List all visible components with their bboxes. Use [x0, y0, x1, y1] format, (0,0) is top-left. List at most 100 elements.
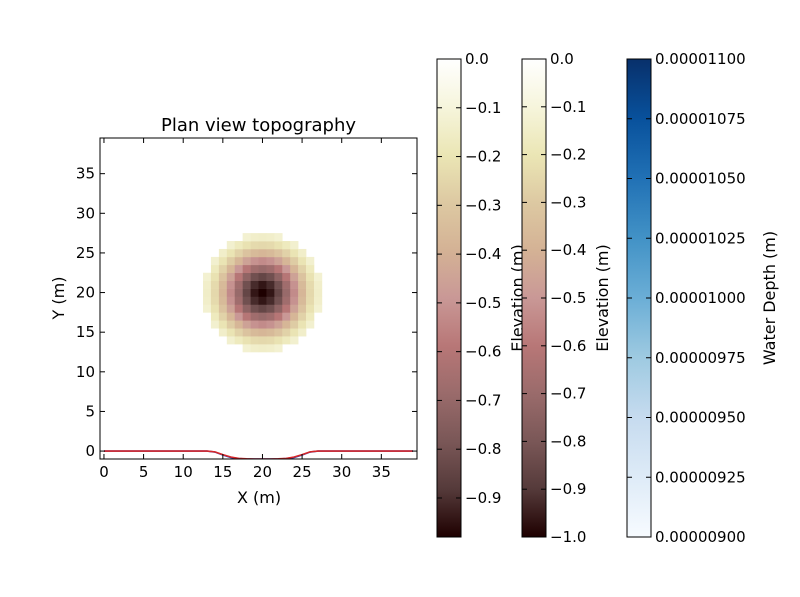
heatmap-cell — [226, 248, 236, 258]
heatmap-cell — [274, 320, 283, 329]
heatmap-cell — [298, 296, 307, 305]
heatmap-cell — [266, 288, 275, 297]
x-tick-label: 15 — [213, 463, 232, 481]
heatmap-cell — [242, 328, 251, 337]
y-axis: 0 5 10 15 20 25 30 35 — [76, 165, 417, 460]
heatmap-cell — [266, 264, 275, 274]
heatmap-cell — [234, 256, 243, 266]
heatmap-cell — [266, 304, 275, 313]
heatmap-cell — [258, 288, 267, 297]
heatmap-cell — [258, 320, 267, 329]
heatmap-cell — [242, 233, 251, 242]
heatmap-cell — [203, 288, 212, 297]
heatmap-cell — [298, 288, 307, 297]
heatmap-cell — [266, 296, 275, 305]
heatmap-cell — [218, 320, 228, 329]
heatmap-cell — [282, 296, 291, 305]
cross-section-lines — [103, 450, 414, 459]
heatmap-cell — [298, 312, 307, 321]
heatmap-cell — [266, 256, 275, 266]
colorbar-tick-label: −0.3 — [465, 196, 501, 214]
heatmap-cell — [218, 312, 228, 321]
colorbar-elevation-1: 0.0−0.1−0.2−0.3−0.4−0.5−0.6−0.7−0.8−0.9 … — [436, 50, 527, 538]
heatmap-cell — [274, 256, 283, 266]
heatmap-cell — [274, 288, 283, 297]
heatmap-cell — [290, 304, 299, 313]
topography-heatmap — [203, 233, 323, 353]
heatmap-cell — [298, 320, 307, 329]
heatmap-cell — [306, 264, 315, 274]
colorbar-tick-label: −0.1 — [465, 99, 501, 117]
heatmap-cell — [290, 328, 299, 337]
heatmap-cell — [218, 296, 228, 305]
heatmap-cell — [266, 233, 275, 242]
heatmap-cell — [226, 296, 236, 305]
heatmap-cell — [210, 256, 220, 266]
heatmap-cell — [282, 320, 291, 329]
colorbar-tick-label: 0.00001025 — [655, 229, 746, 247]
heatmap-cell — [242, 304, 251, 313]
heatmap-cell — [250, 272, 259, 281]
colorbar-tick-label: −0.6 — [465, 343, 501, 361]
colorbar-tick-label: 0.0 — [550, 50, 574, 68]
heatmap-cell — [258, 296, 267, 305]
heatmap-cell — [234, 264, 243, 274]
heatmap-cell — [313, 304, 323, 313]
heatmap-cell — [210, 304, 220, 313]
heatmap-cell — [274, 336, 283, 345]
heatmap-cell — [242, 248, 251, 258]
heatmap-cell — [258, 328, 267, 337]
x-axis-label: X (m) — [237, 488, 281, 507]
heatmap-cell — [226, 272, 236, 281]
colorbar-2-ticks: 0.0 −0.1 −0.2 −0.3 −0.4 −0.5 −0.6 −0.7 −0.8 −0.9 −… — [522, 50, 586, 546]
heatmap-cell — [210, 272, 220, 281]
colorbar-tick-label: −0.9 — [465, 489, 501, 507]
colorbar-tick-label: −0.6 — [550, 337, 586, 355]
profile-line-0 — [103, 450, 414, 459]
heatmap-cell — [226, 241, 236, 250]
heatmap-cell — [274, 248, 283, 258]
colorbar-3-ticks: 0.00001100 0.00001075 0.00001050 0.00001025… — [627, 50, 746, 546]
heatmap-cell — [226, 288, 236, 297]
colorbar-tick-label: −0.1 — [550, 98, 586, 116]
x-tick-label: 25 — [293, 463, 312, 481]
heatmap-cell — [242, 264, 251, 274]
heatmap-cell — [282, 248, 291, 258]
colorbar-tick-label: 0.00001075 — [655, 110, 746, 128]
heatmap-cell — [306, 272, 315, 281]
heatmap-cell — [250, 344, 259, 353]
heatmap-cell — [306, 320, 315, 329]
colorbar-tick-label: −0.2 — [465, 148, 501, 166]
heatmap-cell — [290, 336, 299, 345]
y-tick-label: 35 — [76, 165, 95, 183]
colorbar-tick-label: 0.00000900 — [655, 528, 746, 546]
heatmap-cell — [218, 264, 228, 274]
colorbar-tick-label: −0.7 — [465, 391, 501, 409]
heatmap-cell — [258, 233, 267, 242]
x-axis: 0 5 10 15 20 25 30 35 — [99, 138, 391, 481]
heatmap-cell — [234, 296, 243, 305]
plan-view-panel: Plan view topography 0 5 10 15 20 25 30 35 0 5 10… — [49, 115, 418, 507]
heatmap-cell — [258, 344, 267, 353]
heatmap-cell — [203, 304, 212, 313]
heatmap-cell — [234, 248, 243, 258]
heatmap-cell — [282, 280, 291, 289]
colorbar-tick-label: 0.00000975 — [655, 349, 746, 367]
heatmap-cell — [250, 280, 259, 289]
colorbar-tick-label: −0.8 — [550, 432, 586, 450]
heatmap-cell — [258, 280, 267, 289]
heatmap-cell — [242, 344, 251, 353]
heatmap-cell — [298, 264, 307, 274]
heatmap-cell — [290, 248, 299, 258]
heatmap-cell — [218, 256, 228, 266]
heatmap-cell — [210, 296, 220, 305]
heatmap-cell — [313, 288, 323, 297]
colorbar-tick-label: −0.9 — [550, 480, 586, 498]
colorbar-tick-label: 0.00000950 — [655, 409, 746, 427]
heatmap-cell — [266, 312, 275, 321]
plot-frame — [99, 137, 418, 460]
heatmap-cell — [234, 312, 243, 321]
heatmap-cell — [274, 233, 283, 242]
heatmap-cell — [306, 296, 315, 305]
